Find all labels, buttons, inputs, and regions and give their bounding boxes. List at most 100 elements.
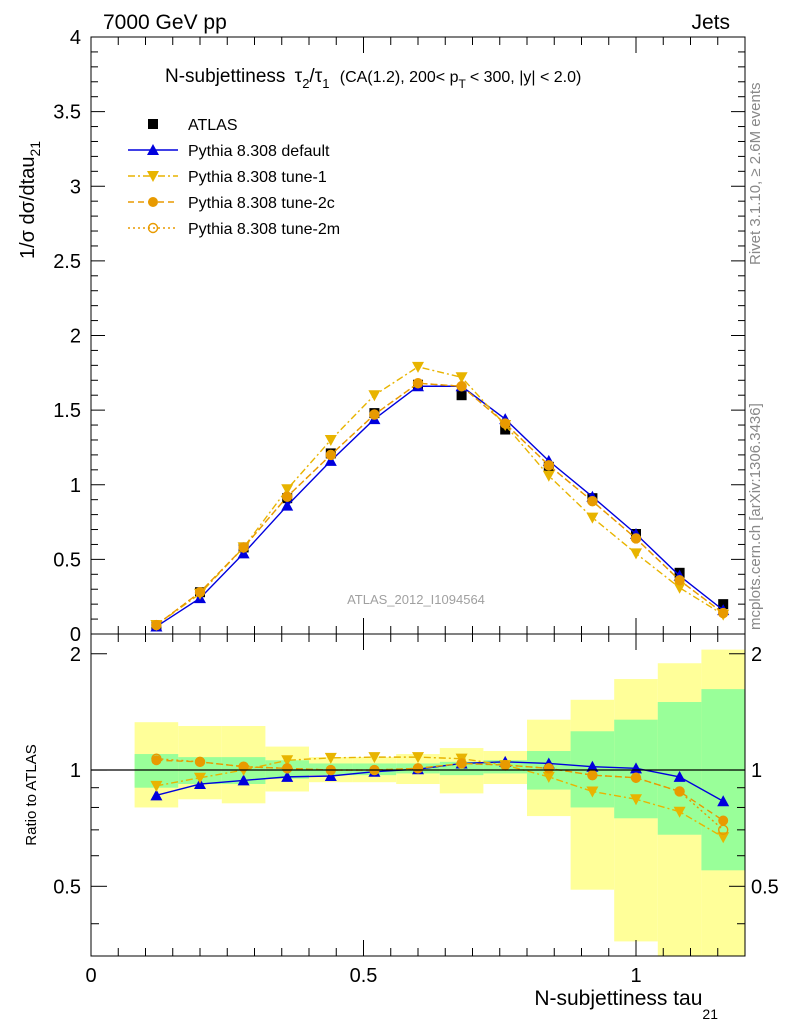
main-point-4-0 <box>151 619 162 631</box>
ratio-series-layer <box>150 752 730 844</box>
ratio-point-1-11 <box>630 794 642 806</box>
ratio-point-2-9 <box>543 763 554 774</box>
header-left: 7000 GeV pp <box>103 11 227 34</box>
main-y-tick-label: 3 <box>70 176 81 198</box>
main-point-4-13 <box>718 607 729 619</box>
chart-title: N-subjettiness τ2/τ1 (CA(1.2), 200< pT < … <box>165 66 581 93</box>
ratio-point-2-6 <box>413 763 423 774</box>
ratio-point-0-4 <box>324 770 337 782</box>
main-point-4-1 <box>194 587 206 598</box>
legend-marker-1 <box>147 144 159 155</box>
main-point-2-4 <box>324 434 337 446</box>
ratio-point-1-0 <box>150 780 163 792</box>
main-point-4-11 <box>630 533 642 544</box>
ratio-line-1 <box>156 756 724 838</box>
ratio-point-0-10 <box>586 760 599 772</box>
legend-label-4: Pythia 8.308 tune-2m <box>188 221 340 238</box>
legend-marker-0 <box>148 119 158 129</box>
main-point-4-7 <box>456 381 467 392</box>
main-point-1-4 <box>324 454 337 466</box>
ratio-y-tick-label: 0.5 <box>53 876 81 898</box>
ratio-point-3-0 <box>151 753 162 764</box>
main-point-4-9 <box>543 460 554 471</box>
main-line-1 <box>156 385 724 628</box>
main-point-2-11 <box>630 548 642 560</box>
mcplots-label: mcplots.cern.ch [arXiv:1306.3436] <box>747 403 764 630</box>
ratio-point-3-7 <box>456 758 467 769</box>
x-tick-label: 1 <box>630 965 641 987</box>
ratio-point-0-2 <box>237 774 250 786</box>
ratio-uncertainty-bands <box>134 649 745 956</box>
main-point-2-6 <box>412 361 424 373</box>
main-point-2-9 <box>542 470 555 482</box>
main-series-layer <box>150 361 730 632</box>
ratio-y-tick-label-right: 0.5 <box>751 876 779 898</box>
ratio-y-tick-label-right: 2 <box>751 644 762 666</box>
legend-label-3: Pythia 8.308 tune-2c <box>188 195 335 212</box>
x-tick-label: 0 <box>85 965 96 987</box>
ratio-point-0-0 <box>150 789 163 801</box>
main-point-1-3 <box>281 499 294 511</box>
ratio-point-3-3 <box>282 763 293 774</box>
ratio-y-axis-label: Ratio to ATLAS <box>23 744 40 845</box>
main-y-tick-label: 2 <box>70 326 81 348</box>
ratio-line-2 <box>156 759 724 822</box>
legend-marker-4 <box>147 222 159 234</box>
main-y-tick-label: 1 <box>70 475 81 497</box>
ratio-point-1-13 <box>717 832 730 844</box>
main-line-4 <box>155 382 724 626</box>
ratio-y-tick-label: 2 <box>70 644 81 666</box>
main-point-3-6 <box>413 378 423 389</box>
main-y-axis-label: 1/σ dσ/dtau21 <box>17 141 43 259</box>
ratio-point-1-6 <box>412 752 424 764</box>
ratio-point-2-13 <box>718 815 729 826</box>
main-point-0-7 <box>456 390 467 401</box>
ratio-point-1-10 <box>586 786 599 798</box>
ratio-point-1-5 <box>368 752 381 764</box>
ratio-point-2-1 <box>195 756 205 767</box>
ratio-point-0-3 <box>281 770 294 782</box>
analysis-watermark: ATLAS_2012_I1094564 <box>347 592 485 607</box>
ratio-point-3-12 <box>674 786 685 797</box>
main-y-tick-label: 0.5 <box>53 549 81 571</box>
ratio-point-0-13 <box>717 795 730 807</box>
main-point-4-10 <box>587 495 598 507</box>
legend-label-2: Pythia 8.308 tune-1 <box>188 169 327 186</box>
ratio-point-1-3 <box>281 755 294 767</box>
ratio-point-3-13 <box>718 824 729 836</box>
main-line-3 <box>155 382 724 626</box>
legend-marker-3 <box>148 197 158 207</box>
axes-layer: 0 0.5 1 1.5 2 2.5 3 3.5 4 0 0.5 1 0.5 0.5 1 1 2 2 <box>53 27 779 987</box>
main-point-4-12 <box>674 575 685 586</box>
x-axis-label: N-subjettiness tau21 <box>534 987 718 1022</box>
main-point-4-4 <box>325 449 336 461</box>
main-y-tick-label: 3.5 <box>53 102 81 124</box>
main-line-2 <box>155 366 724 626</box>
main-y-tick-label: 1.5 <box>53 400 81 422</box>
rivet-label: Rivet 3.1.10, ≥ 2.6M events <box>747 83 764 266</box>
ratio-point-1-9 <box>542 771 555 783</box>
ratio-point-2-8 <box>500 760 511 771</box>
ratio-point-1-4 <box>324 752 337 764</box>
main-point-2-3 <box>281 484 294 496</box>
legend-label-0: ATLAS <box>188 117 238 134</box>
main-point-4-3 <box>282 491 293 502</box>
ratio-point-1-1 <box>194 772 206 784</box>
ratio-point-3-11 <box>630 772 642 783</box>
main-point-4-2 <box>238 542 249 553</box>
main-y-tick-label: 4 <box>70 27 81 49</box>
main-point-2-7 <box>455 372 468 384</box>
ratio-point-3-10 <box>587 769 598 781</box>
ratio-point-0-12 <box>673 770 686 782</box>
legend-label-1: Pythia 8.308 default <box>188 143 330 160</box>
header-right: Jets <box>691 11 730 34</box>
main-point-2-5 <box>368 390 381 402</box>
ratio-point-3-6 <box>412 763 424 774</box>
ratio-point-1-12 <box>673 806 686 818</box>
ratio-point-3-1 <box>194 756 206 768</box>
legend: ATLAS Pythia 8.308 default Pythia 8.308 tu… <box>128 117 340 238</box>
ratio-point-2-2 <box>238 761 249 772</box>
main-point-4-6 <box>412 378 424 389</box>
ratio-point-3-2 <box>238 761 249 772</box>
